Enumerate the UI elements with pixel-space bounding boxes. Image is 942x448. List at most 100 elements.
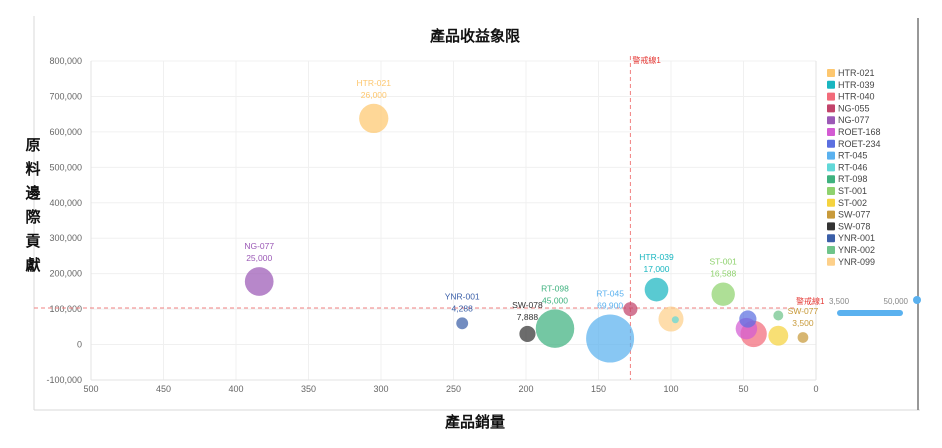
legend-label: HTR-021 bbox=[838, 68, 875, 78]
legend-swatch bbox=[827, 92, 835, 101]
visual-map[interactable]: 3,500 50,000 bbox=[829, 296, 921, 316]
bubble-name-label: HTR-021 bbox=[357, 78, 392, 88]
bubble-value-label: 7,888 bbox=[517, 312, 539, 322]
bubble-labels: HTR-021 26,000 HTR-039 17,000 NG-077 25,000 RT… bbox=[244, 78, 818, 328]
legend-swatch bbox=[827, 104, 835, 113]
bubble-value-label: 16,588 bbox=[710, 269, 736, 279]
x-tick-label: 200 bbox=[518, 384, 533, 394]
bubble-name-label: SW-078 bbox=[512, 300, 543, 310]
visual-map-max-label: 50,000 bbox=[884, 297, 909, 306]
bubble-point bbox=[644, 277, 669, 302]
chart-title: 產品收益象限 bbox=[429, 27, 520, 45]
legend-swatch bbox=[827, 187, 835, 195]
bubble-point bbox=[623, 302, 638, 317]
legend-label: ROET-168 bbox=[838, 127, 881, 137]
legend-swatch bbox=[827, 69, 835, 77]
x-tick-label: 150 bbox=[591, 384, 606, 394]
bubble-name-label: SW-077 bbox=[788, 306, 819, 316]
legend-label: ST-002 bbox=[838, 198, 867, 208]
x-tick-label: 400 bbox=[228, 384, 243, 394]
bubble-value-label: 26,000 bbox=[361, 90, 387, 100]
bubble-value-label: 25,000 bbox=[246, 253, 272, 263]
y-tick-label: 400,000 bbox=[49, 198, 82, 208]
y-axis-label-char: 料 bbox=[25, 160, 40, 178]
visual-map-min-label: 3,500 bbox=[829, 297, 850, 306]
bubble-point bbox=[244, 267, 274, 296]
y-axis-label-char: 貢 bbox=[25, 233, 40, 250]
legend-label: RT-046 bbox=[838, 162, 867, 172]
x-tick-label: 100 bbox=[663, 384, 678, 394]
y-axis-label-char: 原 bbox=[25, 137, 40, 154]
y-tick-label: 300,000 bbox=[49, 233, 82, 243]
x-tick-label: 350 bbox=[301, 384, 316, 394]
bubble-value-label: 45,000 bbox=[542, 295, 568, 305]
legend-swatch bbox=[827, 80, 835, 89]
x-tick-label: 50 bbox=[738, 384, 748, 394]
visual-map-handle[interactable] bbox=[913, 296, 921, 304]
legend-swatch bbox=[827, 210, 835, 219]
bubble-name-label: HTR-039 bbox=[639, 252, 674, 262]
y-tick-label: 500,000 bbox=[49, 162, 82, 172]
legend-label: ST-001 bbox=[838, 186, 867, 196]
legend-label: RT-098 bbox=[838, 174, 867, 184]
bubble-point bbox=[773, 310, 784, 321]
x-tick-label: 300 bbox=[373, 384, 388, 394]
y-tick-label: 600,000 bbox=[49, 127, 82, 137]
bubble-value-label: 4,288 bbox=[452, 303, 474, 313]
bubble-point bbox=[586, 314, 635, 363]
y-ticks: 800,000 700,000 600,000 500,000 400,000 300,0… bbox=[46, 56, 82, 385]
threshold-vertical-label: 警戒線1 bbox=[632, 55, 661, 65]
bubble-value-label: 3,500 bbox=[792, 318, 814, 328]
x-tick-label: 0 bbox=[813, 384, 818, 394]
legend-swatch bbox=[827, 151, 835, 160]
legend-swatch bbox=[827, 222, 835, 231]
legend-label: NG-077 bbox=[838, 115, 870, 125]
legend-label: YNR-099 bbox=[838, 257, 875, 267]
bubble-name-label: NG-077 bbox=[244, 241, 274, 251]
bubble-point bbox=[519, 325, 536, 342]
x-tick-label: 500 bbox=[83, 384, 98, 394]
visual-map-bar[interactable] bbox=[837, 310, 903, 316]
legend-label: NG-055 bbox=[838, 103, 870, 113]
legend-label: YNR-001 bbox=[838, 233, 875, 243]
x-axis-label: 產品銷量 bbox=[444, 413, 505, 431]
legend-swatch bbox=[827, 234, 835, 243]
y-axis-label-char: 邊 bbox=[25, 184, 40, 202]
legend-label: HTR-039 bbox=[838, 80, 875, 90]
legend-label: HTR-040 bbox=[838, 92, 875, 102]
bubble-point bbox=[711, 282, 735, 306]
bubble-value-label: 17,000 bbox=[644, 264, 670, 274]
y-axis-label-char: 獻 bbox=[25, 256, 40, 274]
y-tick-label: 200,000 bbox=[49, 269, 82, 279]
bubble-name-label: RT-098 bbox=[541, 283, 569, 293]
x-ticks: 500 450 400 350 300 250 200 150 100 50 0 bbox=[83, 384, 818, 394]
legend-swatch bbox=[827, 128, 835, 136]
legend-swatch bbox=[827, 175, 835, 184]
y-tick-label: 0 bbox=[77, 340, 82, 350]
legend-swatch bbox=[827, 116, 835, 125]
y-tick-label: 700,000 bbox=[49, 91, 82, 101]
legend-label: YNR-002 bbox=[838, 245, 875, 255]
bubble-name-label: YNR-001 bbox=[445, 291, 480, 301]
y-tick-label: 800,000 bbox=[49, 56, 82, 66]
y-axis-label-char: 際 bbox=[25, 208, 41, 226]
legend-swatch bbox=[827, 163, 835, 172]
bubble-point bbox=[797, 332, 809, 343]
bubble-point bbox=[658, 306, 684, 332]
bubbles bbox=[244, 103, 809, 363]
legend-swatch bbox=[827, 257, 835, 266]
x-tick-label: 250 bbox=[446, 384, 461, 394]
bubble-name-label: ST-001 bbox=[709, 257, 737, 267]
legend-label: SW-078 bbox=[838, 221, 870, 231]
threshold-lines: 警戒線1 警戒線1 bbox=[34, 55, 825, 380]
bubble-name-label: RT-045 bbox=[596, 289, 624, 299]
legend-label: RT-045 bbox=[838, 151, 867, 161]
bubble-point bbox=[768, 325, 789, 346]
bubble-point bbox=[739, 310, 757, 328]
grid bbox=[90, 60, 817, 381]
y-tick-label: -100,000 bbox=[46, 375, 82, 385]
threshold-horizontal-label: 警戒線1 bbox=[796, 296, 825, 306]
